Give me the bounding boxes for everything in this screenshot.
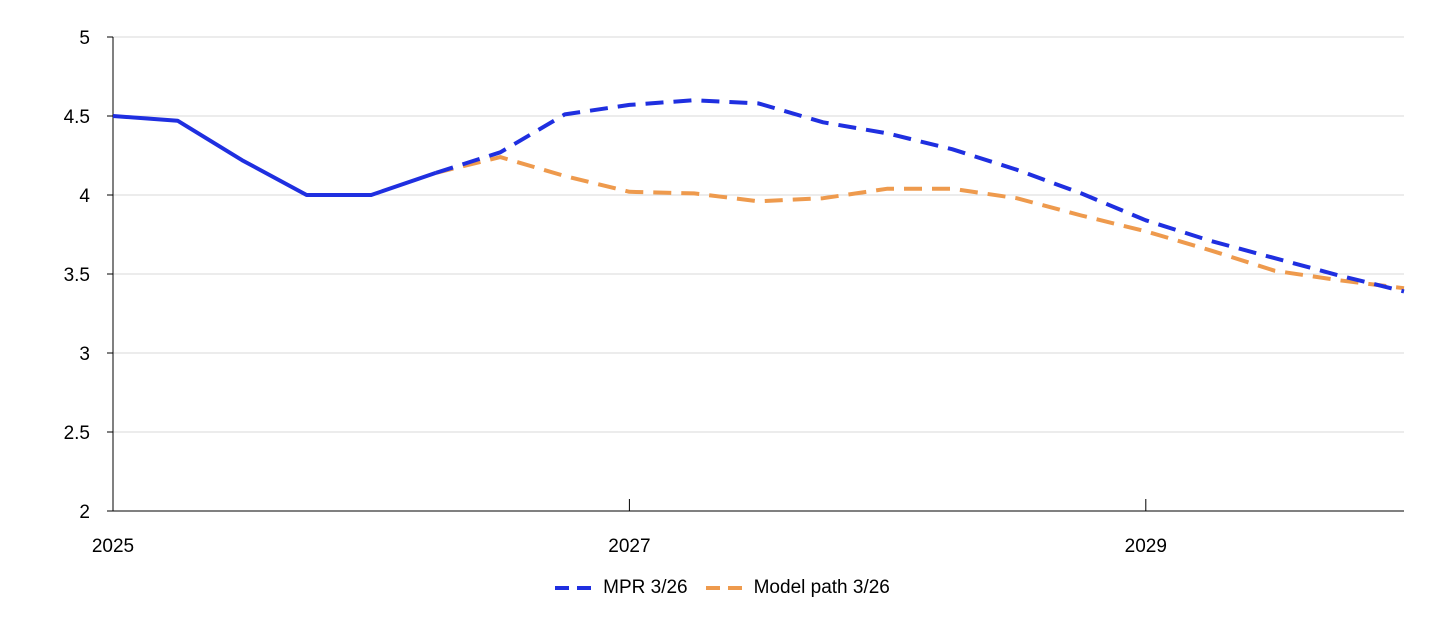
y-tick-label: 5 [79, 28, 90, 49]
y-tick-labels: 2 2.5 3 3.5 4 4.5 5 [64, 28, 91, 523]
legend-item-model-path: Model path 3/26 [705, 577, 890, 599]
y-tick-label: 3.5 [64, 265, 90, 286]
y-tick-label: 4 [79, 186, 90, 207]
legend-label-mpr: MPR 3/26 [603, 577, 688, 598]
y-tick-label: 3 [79, 344, 90, 365]
series-line-mpr [435, 98, 1405, 294]
x-tick-label: 2027 [608, 536, 650, 557]
chart-canvas: 2 2.5 3 3.5 4 4.5 5 2025 2027 2029 [64, 28, 1405, 557]
legend-item-mpr: MPR 3/26 [555, 577, 688, 599]
legend-swatch-mpr [555, 586, 600, 590]
series-lines [112, 98, 1405, 294]
series-line-history [112, 114, 437, 197]
x-tick-labels: 2025 2027 2029 [92, 536, 1167, 557]
series-line-model-path [435, 155, 1405, 291]
legend-label-model-path: Model path 3/26 [753, 577, 890, 598]
y-tick-label: 2 [79, 502, 90, 523]
legend-swatch-model-path [705, 586, 750, 590]
y-tick-label: 2.5 [64, 423, 90, 444]
x-tick-label: 2029 [1125, 536, 1167, 557]
x-tick-label: 2025 [92, 536, 134, 557]
gridlines [113, 36, 1404, 433]
legend: MPR 3/26 Model path 3/26 [0, 573, 1445, 603]
y-tick-label: 4.5 [64, 107, 90, 128]
